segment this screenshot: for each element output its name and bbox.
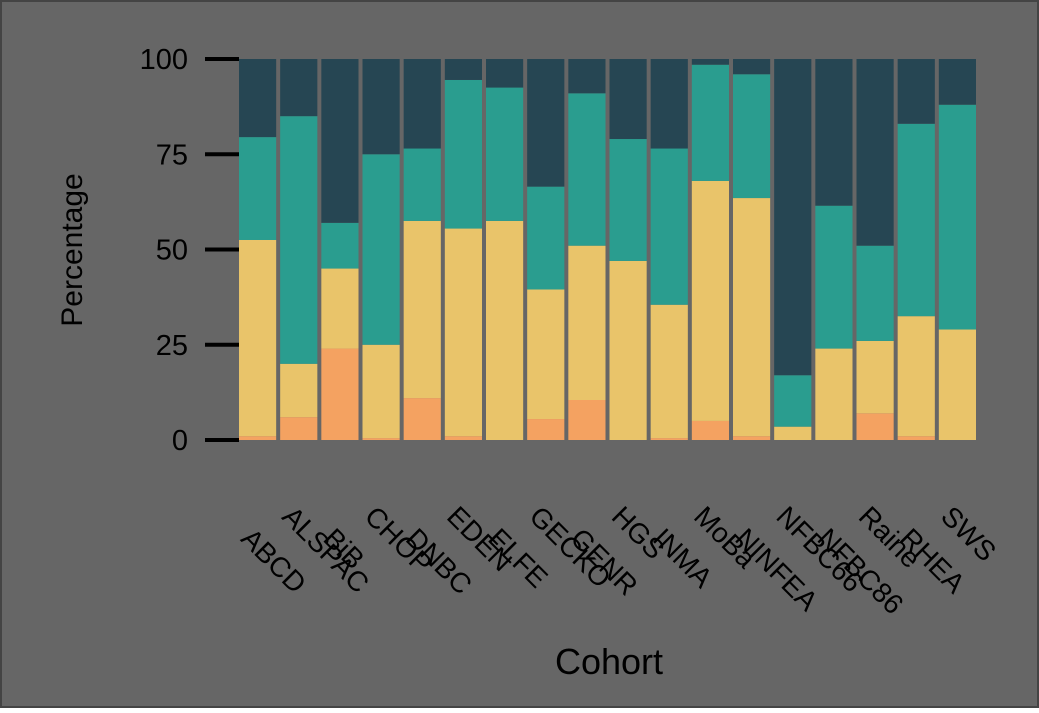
bar-segment-GENR-s1 <box>568 400 606 440</box>
bar-segment-ABCD-s1 <box>239 436 277 440</box>
bar-segment-CHOP-s2 <box>362 344 400 439</box>
bar-segment-SWS-s2 <box>938 329 976 440</box>
bar-segment-HGS-s3 <box>609 139 647 261</box>
bar-segment-GECKO-s2 <box>527 289 565 420</box>
bar-segment-GECKO-s4 <box>527 59 565 187</box>
bar-segment-EDEN-s3 <box>444 79 482 229</box>
bar-segment-DNBC-s3 <box>403 148 441 221</box>
bar-segment-RHEA-s2 <box>897 316 935 437</box>
bar-segment-ALSPAC-s3 <box>280 116 318 364</box>
bar-segment-RHEA-s1 <box>897 436 935 440</box>
bar-segment-MoBa-s1 <box>691 420 729 440</box>
bar-segment-NINFEA-s1 <box>733 436 771 440</box>
bar-segment-Raine-s2 <box>856 340 894 414</box>
bar-segment-MoBa-s4 <box>691 59 729 65</box>
bar-segment-MoBa-s3 <box>691 64 729 181</box>
bar-segment-CHOP-s4 <box>362 59 400 155</box>
bar-segment-ALSPAC-s4 <box>280 59 318 117</box>
bar-segment-RHEA-s4 <box>897 59 935 124</box>
bar-segment-HGS-s4 <box>609 59 647 140</box>
bar-segment-MoBa-s2 <box>691 180 729 421</box>
bar-segment-NFBC66-s3 <box>774 375 812 427</box>
bar-segment-ELFE-s2 <box>486 220 524 440</box>
y-axis: 0 25 50 75 100 <box>140 44 239 457</box>
bar-segment-ABCD-s3 <box>239 137 277 240</box>
bar-segment-Raine-s1 <box>856 413 894 440</box>
bar-segment-INMA-s4 <box>650 59 688 149</box>
y-tick-label-100: 100 <box>140 44 188 76</box>
bar-segment-DNBC-s2 <box>403 220 441 399</box>
bar-segment-EDEN-s1 <box>444 436 482 440</box>
y-tick-label-75: 75 <box>156 139 188 171</box>
bar-segment-DNBC-s1 <box>403 398 441 440</box>
bar-segment-CHOP-s3 <box>362 154 400 345</box>
bar-segment-NFBC66-s2 <box>774 426 812 440</box>
bar-segment-ABCD-s4 <box>239 59 277 138</box>
bar-segment-NFBC86-s4 <box>815 59 853 206</box>
bar-segment-DNBC-s4 <box>403 59 441 149</box>
bar-segment-ELFE-s4 <box>486 59 524 88</box>
bar-segment-NINFEA-s2 <box>733 198 771 437</box>
bar-segment-SWS-s4 <box>938 59 976 105</box>
bar-segment-NFBC86-s3 <box>815 205 853 349</box>
bar-segment-GENR-s2 <box>568 245 606 400</box>
x-axis-label: Cohort <box>555 641 663 682</box>
bar-segment-CHOP-s1 <box>362 438 400 440</box>
y-axis-label: Percentage <box>56 173 89 326</box>
bar-segment-NFBC86-s2 <box>815 348 853 440</box>
bar-segment-GENR-s3 <box>568 93 606 246</box>
bar-segment-EDEN-s4 <box>444 59 482 80</box>
bar-segment-INMA-s1 <box>650 438 688 440</box>
bar-segment-Raine-s3 <box>856 245 894 341</box>
bar-segment-BiB-s2 <box>321 268 359 349</box>
bar-segment-NINFEA-s3 <box>733 74 771 199</box>
bar-segment-BiB-s4 <box>321 59 359 223</box>
y-tick-label-0: 0 <box>172 425 188 457</box>
bar-segment-EDEN-s2 <box>444 228 482 437</box>
bar-segment-ALSPAC-s1 <box>280 417 318 440</box>
bar-segment-HGS-s2 <box>609 260 647 440</box>
bar-segment-INMA-s3 <box>650 148 688 305</box>
bar-segment-NINFEA-s4 <box>733 59 771 75</box>
bar-segment-GECKO-s3 <box>527 186 565 290</box>
bar-segment-GENR-s4 <box>568 59 606 94</box>
y-tick-label-25: 25 <box>156 330 188 362</box>
bar-segment-NFBC66-s4 <box>774 59 812 376</box>
bar-segment-BiB-s1 <box>321 348 359 440</box>
bar-segment-Raine-s4 <box>856 59 894 246</box>
bar-segment-ALSPAC-s2 <box>280 363 318 418</box>
bar-segment-RHEA-s3 <box>897 123 935 317</box>
bar-segment-ELFE-s3 <box>486 87 524 221</box>
bar-segment-INMA-s2 <box>650 304 688 439</box>
bar-segment-GECKO-s1 <box>527 419 565 440</box>
bars-layer <box>239 59 976 440</box>
bar-segment-ABCD-s2 <box>239 239 277 437</box>
bar-segment-SWS-s3 <box>938 104 976 330</box>
y-tick-label-50: 50 <box>156 235 188 267</box>
bar-segment-BiB-s3 <box>321 222 359 269</box>
